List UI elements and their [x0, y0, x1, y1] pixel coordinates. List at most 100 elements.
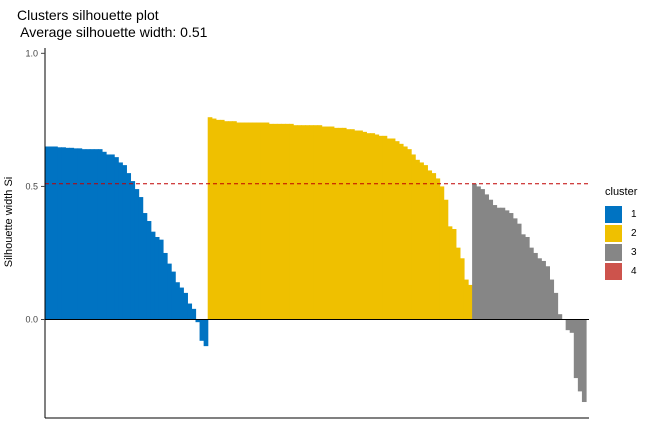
silhouette-bar-cluster-1 — [101, 151, 107, 320]
silhouette-bar-cluster-1 — [171, 271, 176, 320]
silhouette-bar-cluster-1 — [199, 319, 205, 341]
legend-item-4: 4 — [605, 262, 637, 281]
silhouette-bar-cluster-1 — [138, 197, 144, 320]
y-tick-label: 1.0 — [25, 48, 38, 58]
silhouette-bar-cluster-2 — [439, 186, 445, 320]
silhouette-bar-cluster-2 — [443, 199, 449, 320]
legend: cluster 1 2 3 4 — [605, 186, 637, 281]
silhouette-bar-cluster-2 — [325, 126, 331, 320]
silhouette-bar-cluster-1 — [167, 263, 172, 320]
legend-label: 3 — [631, 247, 637, 258]
silhouette-bar-cluster-2 — [386, 138, 392, 320]
silhouette-bar-cluster-1 — [203, 319, 209, 347]
silhouette-bar-cluster-2 — [431, 173, 437, 320]
silhouette-bar-cluster-2 — [272, 123, 278, 320]
silhouette-bar-cluster-2 — [248, 122, 254, 320]
silhouette-bar-cluster-2 — [468, 284, 473, 320]
silhouette-bar-cluster-2 — [378, 135, 384, 320]
silhouette-bar-cluster-1 — [134, 189, 140, 320]
silhouette-bar-cluster-1 — [61, 147, 66, 320]
silhouette-bar-cluster-1 — [183, 292, 188, 320]
silhouette-bar-cluster-3 — [529, 247, 534, 320]
silhouette-bar-cluster-1 — [154, 236, 160, 320]
silhouette-bar-cluster-1 — [122, 165, 127, 320]
silhouette-bar-cluster-2 — [219, 119, 225, 320]
y-tick-label: 0.0 — [25, 315, 38, 325]
silhouette-bar-cluster-1 — [53, 146, 58, 320]
silhouette-bar-cluster-1 — [45, 146, 50, 320]
legend-swatch — [605, 244, 622, 261]
silhouette-bar-cluster-2 — [411, 154, 416, 320]
silhouette-bar-cluster-3 — [569, 319, 575, 333]
silhouette-bar-cluster-2 — [207, 117, 213, 320]
silhouette-bar-cluster-1 — [114, 157, 119, 320]
silhouette-bar-cluster-2 — [427, 170, 433, 320]
silhouette-bar-cluster-1 — [110, 154, 115, 320]
silhouette-bar-cluster-2 — [423, 165, 428, 320]
silhouette-bar-cluster-2 — [252, 122, 258, 320]
silhouette-bar-cluster-1 — [106, 154, 111, 320]
silhouette-bar-cluster-3 — [516, 223, 522, 320]
silhouette-bar-cluster-2 — [402, 146, 408, 320]
silhouette-bar-cluster-1 — [195, 319, 201, 323]
silhouette-bar-cluster-2 — [370, 133, 376, 320]
silhouette-bar-cluster-2 — [256, 122, 262, 320]
legend-label: 4 — [631, 266, 637, 277]
silhouette-bar-cluster-3 — [500, 207, 506, 320]
silhouette-bar-cluster-2 — [419, 162, 424, 320]
chart-title: Clusters silhouette plot — [17, 7, 159, 23]
silhouette-bar-cluster-3 — [537, 258, 542, 320]
silhouette-bar-cluster-3 — [492, 205, 498, 320]
silhouette-bar-cluster-2 — [394, 141, 400, 320]
silhouette-bar-cluster-1 — [150, 231, 156, 320]
silhouette-bar-cluster-2 — [268, 123, 274, 320]
legend-swatch — [605, 263, 622, 280]
legend-label: 1 — [631, 209, 637, 220]
silhouette-bar-cluster-3 — [541, 260, 546, 320]
silhouette-bar-cluster-1 — [65, 147, 71, 320]
legend-title: cluster — [605, 186, 638, 198]
silhouette-bar-cluster-2 — [223, 121, 229, 320]
silhouette-bar-cluster-2 — [354, 130, 359, 320]
silhouette-bar-cluster-2 — [301, 125, 306, 320]
silhouette-bar-cluster-3 — [476, 186, 481, 320]
silhouette-bar-cluster-1 — [158, 239, 164, 320]
silhouette-bar-cluster-2 — [447, 226, 453, 320]
silhouette-bar-cluster-1 — [93, 149, 99, 320]
silhouette-bar-cluster-2 — [374, 134, 380, 320]
silhouette-bar-cluster-3 — [484, 194, 489, 320]
silhouette-bar-cluster-1 — [126, 173, 132, 320]
silhouette-bar-cluster-2 — [337, 127, 343, 320]
silhouette-bar-cluster-2 — [236, 122, 241, 320]
silhouette-bar-cluster-2 — [350, 129, 355, 320]
silhouette-bar-cluster-2 — [358, 130, 363, 320]
silhouette-bar-cluster-2 — [260, 122, 266, 320]
silhouette-bar-cluster-2 — [289, 123, 294, 320]
silhouette-bar-cluster-2 — [362, 131, 367, 320]
silhouette-bar-cluster-2 — [240, 122, 245, 320]
silhouette-bar-cluster-2 — [455, 247, 461, 320]
silhouette-bar-cluster-2 — [463, 279, 469, 320]
silhouette-bar-cluster-2 — [309, 125, 315, 320]
silhouette-bar-cluster-2 — [366, 133, 372, 320]
silhouette-bar-cluster-3 — [545, 266, 550, 320]
silhouette-bar-cluster-2 — [264, 122, 270, 320]
silhouette-bar-cluster-2 — [228, 121, 233, 320]
silhouette-bar-cluster-3 — [480, 189, 485, 320]
silhouette-bar-cluster-2 — [280, 123, 286, 320]
silhouette-bar-cluster-1 — [85, 149, 91, 320]
silhouette-bar-cluster-2 — [244, 122, 249, 320]
silhouette-bar-cluster-2 — [398, 143, 404, 320]
silhouette-bar-cluster-2 — [321, 126, 327, 320]
silhouette-bar-cluster-2 — [459, 258, 465, 320]
legend-swatch — [605, 225, 622, 242]
silhouette-bar-cluster-1 — [187, 303, 193, 320]
y-tick-label: 0.5 — [25, 181, 38, 191]
silhouette-bar-cluster-2 — [451, 229, 457, 320]
silhouette-bar-cluster-3 — [533, 252, 538, 320]
legend-label: 2 — [631, 228, 637, 239]
legend-items: 1 2 3 4 — [605, 205, 637, 281]
silhouette-bar-cluster-1 — [77, 148, 83, 320]
silhouette-bar-cluster-1 — [142, 213, 148, 320]
silhouette-bar-cluster-3 — [496, 207, 502, 320]
